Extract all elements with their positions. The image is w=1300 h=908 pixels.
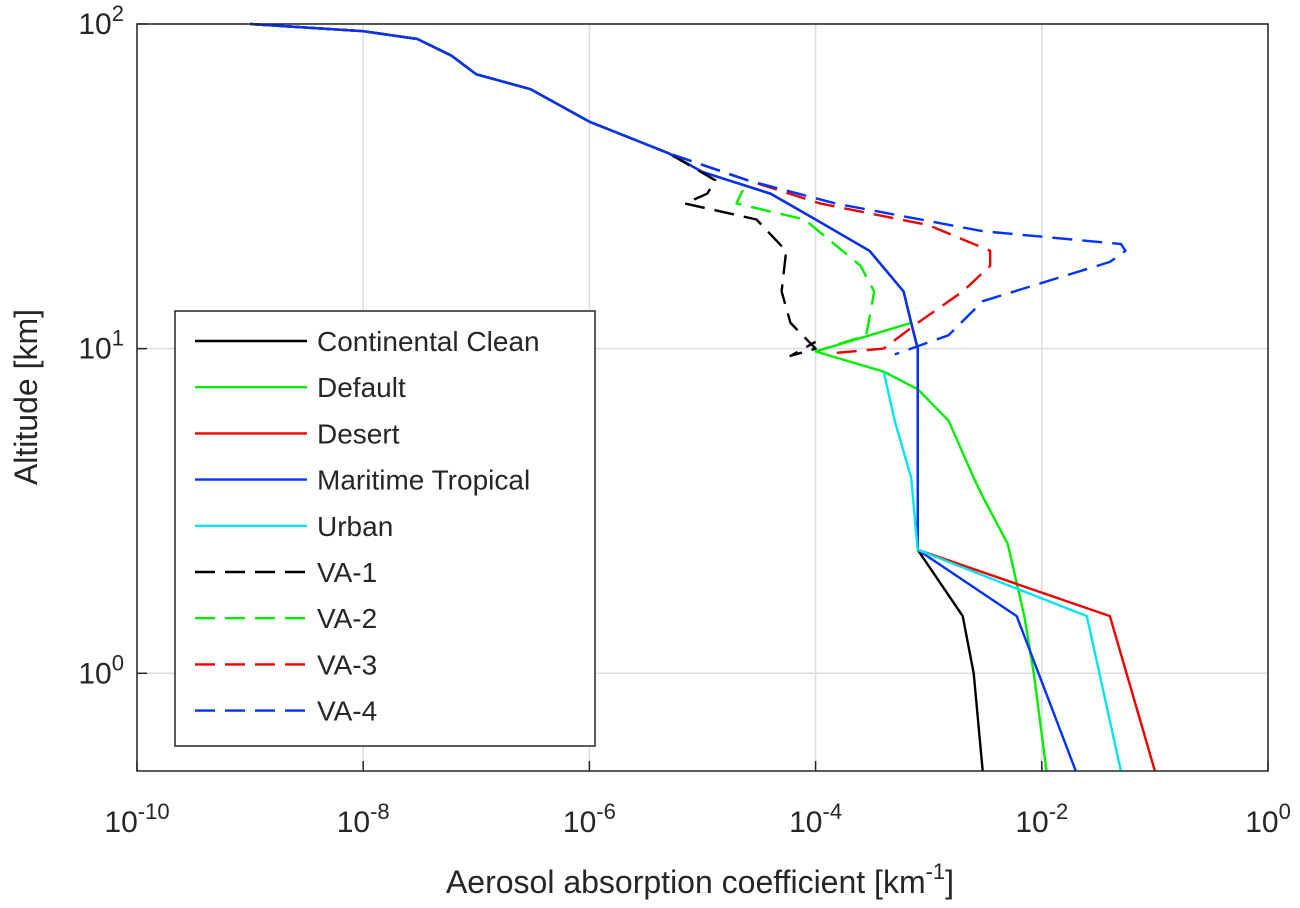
y-tick-label: 100 <box>78 650 124 690</box>
x-axis-title: Aerosol absorption coefficient [km-1] <box>446 859 954 900</box>
plot-area-frame <box>136 23 1269 772</box>
series-line-va-4 <box>250 22 1127 356</box>
legend-label: Default <box>317 372 406 403</box>
x-axis-title-main: Aerosol absorption coefficient [km <box>446 864 926 900</box>
x-axis-ticks: 10-10 10-8 10-6 10-4 10-2 100 <box>104 761 1291 839</box>
series-line-urban <box>882 371 1123 772</box>
legend: Continental Clean Default Desert Maritime T… <box>174 310 596 747</box>
x-tick-label: 100 <box>1245 799 1291 839</box>
x-tick-label: 10-4 <box>789 799 842 839</box>
legend-label: Urban <box>317 511 393 542</box>
x-axis-title-close: ] <box>945 864 954 900</box>
y-axis-ticks: 100 101 102 <box>78 1 147 690</box>
legend-box <box>174 310 596 747</box>
x-tick-label: 10-10 <box>104 799 169 839</box>
legend-label: Continental Clean <box>317 326 540 357</box>
legend-label: VA-2 <box>317 603 377 634</box>
legend-label: Maritime Tropical <box>317 465 530 496</box>
x-tick-label: 10-2 <box>1015 799 1068 839</box>
series-group <box>250 22 1157 772</box>
legend-label: Desert <box>317 418 400 449</box>
y-tick-label: 102 <box>78 1 124 41</box>
x-tick-label: 10-8 <box>337 799 390 839</box>
x-axis-title-sup: -1 <box>926 859 946 884</box>
legend-label: VA-4 <box>317 696 377 727</box>
y-axis-title: Altitude [km] <box>8 309 44 485</box>
legend-label: VA-1 <box>317 557 377 588</box>
legend-label: VA-3 <box>317 649 377 680</box>
y-tick-label: 101 <box>78 326 124 366</box>
x-tick-label: 10-6 <box>563 799 616 839</box>
